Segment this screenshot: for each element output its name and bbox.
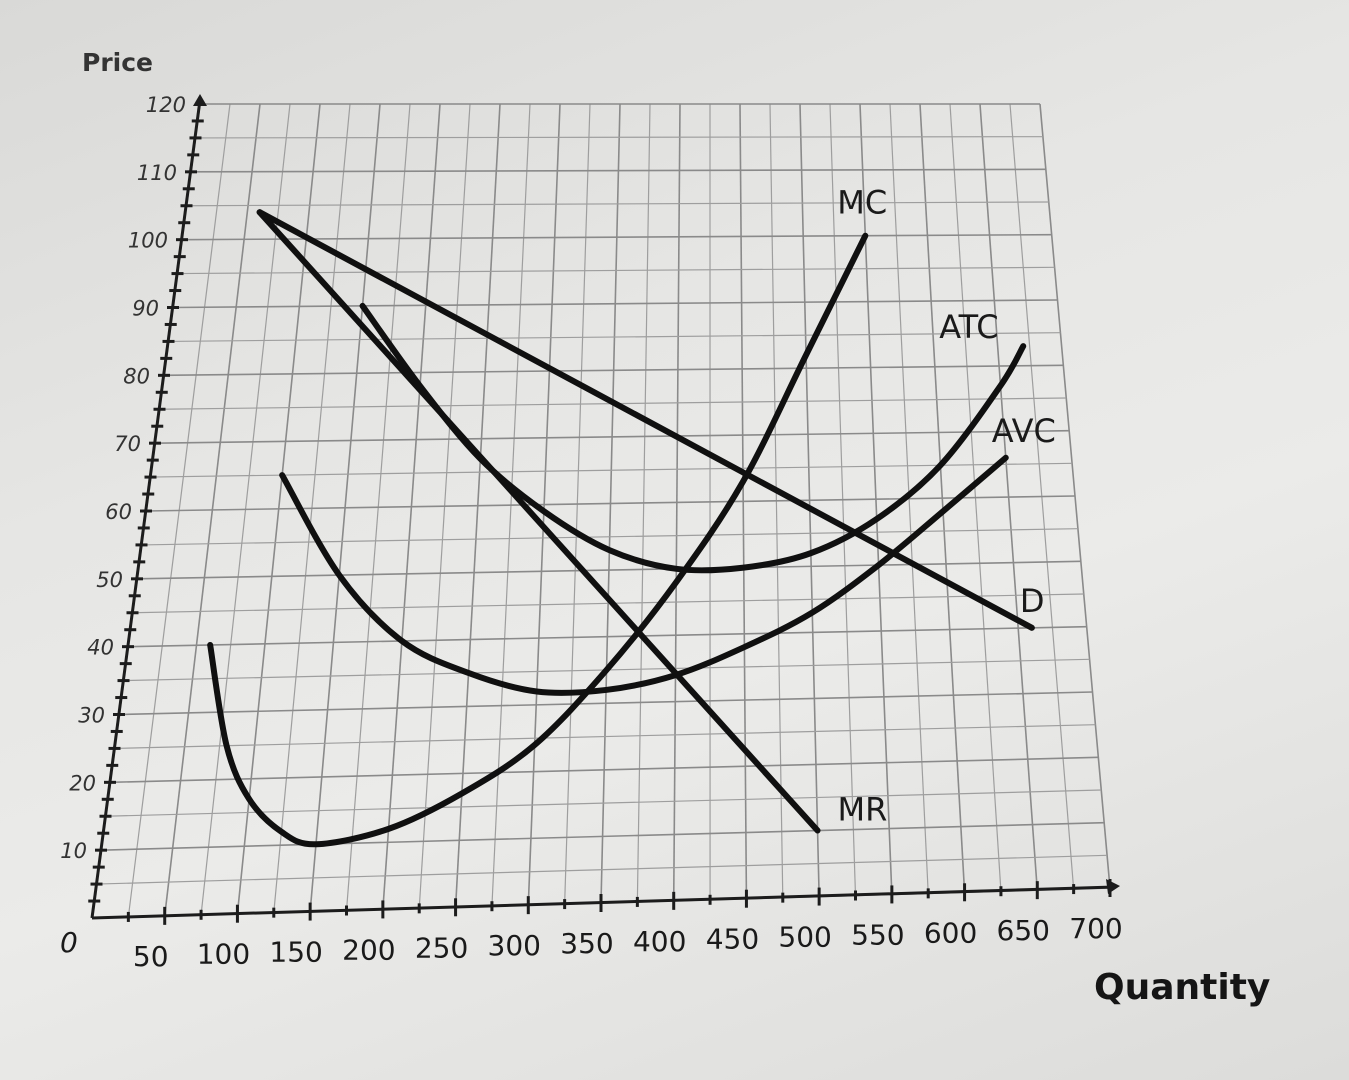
x-tick-label: 250: [415, 931, 468, 964]
y-tick-label: 10: [60, 839, 87, 863]
origin-label: 0: [60, 926, 78, 959]
grid-line-horizontal: [114, 724, 1096, 750]
grid-line-horizontal: [186, 201, 1049, 207]
grid-line-horizontal: [96, 854, 1108, 885]
curve-avc: [279, 454, 1009, 696]
x-tick-label: 200: [342, 933, 395, 966]
grid-line-horizontal: [154, 429, 1070, 444]
curve-label-avc: AVC: [992, 412, 1056, 450]
curve-mc: [207, 232, 869, 848]
x-tick-label: 650: [997, 914, 1050, 947]
x-tick-label: 700: [1069, 912, 1122, 945]
y-tick-label: 30: [78, 704, 105, 728]
y-tick-label: 80: [123, 364, 150, 388]
grid-line-horizontal: [195, 136, 1043, 139]
grid-line-horizontal: [118, 691, 1093, 716]
grid-line-horizontal: [105, 789, 1102, 817]
curve-mr: [256, 209, 821, 834]
grid-line-horizontal: [172, 299, 1058, 309]
curve-label-mc: MC: [837, 184, 887, 222]
y-tick-label: 60: [105, 500, 132, 524]
x-tick-label: 350: [560, 927, 613, 960]
curve-label-d: D: [1020, 582, 1045, 620]
x-tick-label: 300: [488, 929, 541, 962]
y-tick-label: 100: [128, 229, 168, 253]
y-axis-title: Price: [82, 48, 153, 77]
y-tick-label: 40: [87, 636, 114, 660]
grid-line-horizontal: [136, 560, 1081, 580]
x-tick-label: 500: [778, 921, 831, 954]
grid-line-horizontal: [100, 821, 1105, 851]
curve-label-mr: MR: [838, 791, 888, 829]
grid-line-horizontal: [177, 266, 1055, 275]
x-tick-label: 50: [133, 940, 169, 973]
grid-line-horizontal: [168, 332, 1061, 343]
x-axis-title: Quantity: [1094, 967, 1270, 1008]
x-tick-label: 550: [851, 918, 904, 951]
chart-labels: 10 20 30 40 50 60 70 80 90 100 110 120 50 100 150 200 25…: [60, 93, 1122, 973]
y-tick-label: 50: [96, 568, 123, 592]
grid-line-horizontal: [150, 462, 1073, 478]
chart-axes: [88, 94, 1120, 925]
y-tick-label: 110: [137, 161, 177, 185]
curve-label-atc: ATC: [939, 308, 998, 346]
chart-curves: [207, 209, 1035, 848]
x-tick-label: 100: [197, 938, 250, 971]
curve-d: [256, 209, 1035, 631]
x-tick-label: 600: [924, 916, 977, 949]
x-axis-line: [91, 885, 1115, 920]
grid-line-horizontal: [109, 756, 1099, 784]
grid-line-horizontal: [132, 593, 1084, 614]
x-tick-label: 450: [706, 923, 759, 956]
grid-line-horizontal: [181, 233, 1052, 241]
x-tick-label: 400: [633, 925, 686, 958]
grid-line-horizontal: [163, 364, 1064, 377]
x-tick-label: 150: [269, 936, 322, 969]
y-tick-label: 20: [69, 771, 96, 795]
y-tick-label: 120: [146, 93, 186, 117]
y-tick-label: 90: [132, 297, 159, 321]
grid-line-horizontal: [127, 625, 1087, 648]
y-tick-label: 70: [114, 432, 141, 456]
x-axis-arrow: [1106, 879, 1120, 894]
y-axis-arrow: [193, 94, 207, 106]
grid-line-horizontal: [190, 168, 1046, 173]
